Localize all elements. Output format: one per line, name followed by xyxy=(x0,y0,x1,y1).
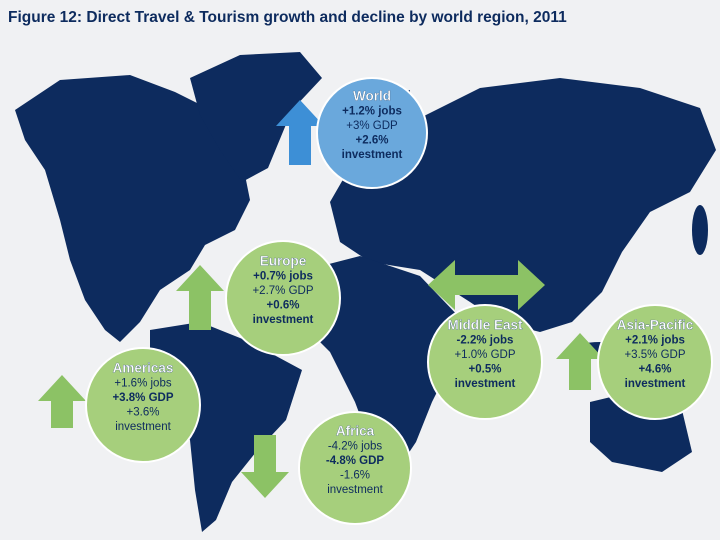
europe-up-arrow xyxy=(176,265,224,330)
region-stat: +2.7% GDP xyxy=(252,285,313,297)
bubble-circle xyxy=(427,304,543,420)
region-bubble: Europe +0.7% jobs +2.7% GDP +0.6% investment xyxy=(225,240,341,356)
region-stat: -2.2% jobs xyxy=(457,334,514,346)
africa-down-arrow xyxy=(241,435,289,498)
region-stat: +4.6% xyxy=(639,363,672,375)
region-bubble: Americas +1.6% jobs +3.8% GDP +3.6% investme… xyxy=(85,347,201,463)
region-stat: +3% GDP xyxy=(346,120,398,132)
bubble-circle xyxy=(597,304,713,420)
middle-east-double-arrow xyxy=(428,260,545,310)
americas-up-arrow xyxy=(38,375,86,428)
region-name: Americas xyxy=(113,360,174,375)
region-name: Africa xyxy=(336,423,375,438)
region-stat: investment xyxy=(342,149,403,161)
region-stat: -4.2% jobs xyxy=(328,440,383,452)
arrows xyxy=(38,100,604,498)
asia-pacific-up-arrow xyxy=(556,333,604,390)
greenland xyxy=(190,52,322,182)
region-bubbles: World+1.2% jobs+3% GDP+2.6%investmentEur… xyxy=(85,77,713,525)
region-stat: +3.5% GDP xyxy=(624,349,685,361)
world-up-arrow xyxy=(276,100,324,165)
region-name: World xyxy=(353,88,391,103)
region-bubble: Middle East -2.2% jobs +1.0% GDP +0.5% inves… xyxy=(427,304,543,420)
region-stat: +2.6% xyxy=(356,134,389,146)
region-bubble: World +1.2% jobs +3% GDP +2.6% investment xyxy=(316,77,428,189)
region-name: Europe xyxy=(260,253,307,268)
region-stat: +0.6% xyxy=(267,299,300,311)
region-name: Asia-Pacific xyxy=(617,317,694,332)
bubble-circle xyxy=(85,347,201,463)
region-stat: investment xyxy=(327,484,383,496)
japan xyxy=(692,205,708,255)
region-stat: +1.2% jobs xyxy=(342,105,402,117)
region-stat: +3.6% xyxy=(127,406,160,418)
region-stat: +3.8% GDP xyxy=(112,392,173,404)
region-stat: +0.5% xyxy=(469,363,502,375)
title: Figure 12: Direct Travel & Tourism growt… xyxy=(8,9,567,26)
region-stat: investment xyxy=(253,314,314,326)
bubble-circle xyxy=(225,240,341,356)
region-bubble: Africa -4.2% jobs -4.8% GDP -1.6% investment xyxy=(298,411,412,525)
region-stat: +2.1% jobs xyxy=(625,334,685,346)
north-america xyxy=(15,75,250,342)
region-stat: +0.7% jobs xyxy=(253,270,313,282)
region-stat: investment xyxy=(625,378,686,390)
region-name: Middle East xyxy=(447,317,523,332)
bubble-circle xyxy=(298,411,412,525)
region-stat: -4.8% GDP xyxy=(326,455,384,467)
region-stat: -1.6% xyxy=(340,469,370,481)
region-bubble: Asia-Pacific +2.1% jobs +3.5% GDP +4.6% inve… xyxy=(597,304,713,420)
region-stat: +1.0% GDP xyxy=(454,349,515,361)
region-stat: investment xyxy=(115,421,171,433)
bubble-circle xyxy=(316,77,428,189)
region-stat: investment xyxy=(455,378,516,390)
region-stat: +1.6% jobs xyxy=(114,377,171,389)
